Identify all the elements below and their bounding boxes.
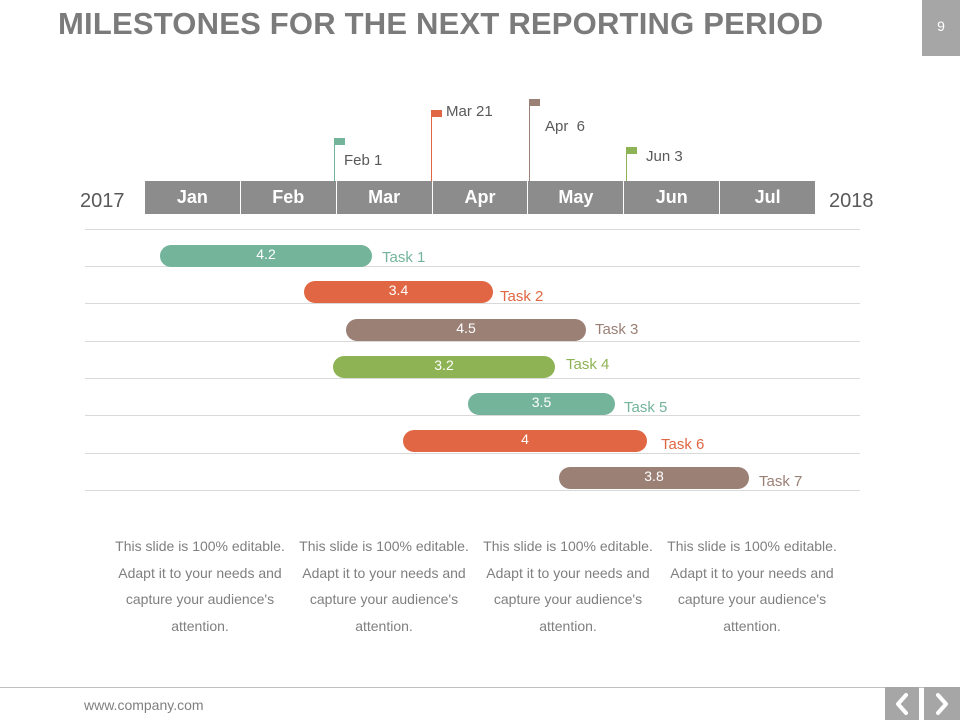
milestone-pole (431, 111, 432, 181)
milestone-label: Apr 6 (545, 118, 586, 135)
month-feb: Feb (239, 181, 336, 214)
milestone-pole (334, 140, 335, 181)
task-3-bar: 4.5 (346, 319, 586, 341)
month-mar: Mar (335, 181, 432, 214)
task-6-bar: 4 (403, 430, 647, 452)
row-divider (85, 303, 860, 304)
task-3-label: Task 3 (595, 321, 639, 338)
task-5-label: Task 5 (624, 399, 668, 416)
month-jan: Jan (176, 187, 208, 207)
milestone-pole (529, 100, 530, 181)
milestone-label: Mar 21 (446, 103, 493, 120)
task-2-label: Task 2 (500, 288, 544, 305)
footer-divider (0, 687, 960, 688)
task-7-label: Task 7 (759, 473, 803, 490)
flag-icon (529, 99, 540, 106)
page-number: 9 (922, 0, 960, 56)
slide-title: MILESTONES FOR THE NEXT REPORTING PERIOD (58, 6, 824, 41)
month-jul: Jul (719, 181, 815, 214)
row-divider (85, 378, 860, 379)
task-7-bar: 3.8 (559, 467, 749, 489)
month-may: May (527, 181, 623, 214)
description-1: This slide is 100% editable. Adapt it to… (115, 538, 285, 634)
description-2: This slide is 100% editable. Adapt it to… (299, 538, 469, 634)
footer-url[interactable]: www.company.com (84, 697, 204, 713)
task-1-label: Task 1 (382, 249, 426, 266)
month-timeline: Jan Feb Mar Apr May Jun Jul (145, 181, 815, 214)
milestone-pole (626, 149, 627, 181)
row-divider (85, 490, 860, 491)
milestone-label: Jun 3 (646, 148, 683, 165)
task-4-bar: 3.2 (333, 356, 555, 378)
task-5-bar: 3.5 (468, 393, 615, 415)
year-start: 2017 (80, 190, 125, 212)
row-divider (85, 415, 860, 416)
year-end: 2018 (829, 190, 874, 212)
description-3: This slide is 100% editable. Adapt it to… (483, 538, 653, 634)
chevron-right-icon (936, 692, 948, 715)
chevron-left-icon (896, 692, 908, 715)
task-6-label: Task 6 (661, 436, 705, 453)
row-divider (85, 453, 860, 454)
flag-icon (626, 147, 637, 154)
description-4: This slide is 100% editable. Adapt it to… (667, 538, 837, 634)
task-4-label: Task 4 (566, 356, 610, 373)
prev-slide-button[interactable] (885, 687, 919, 720)
milestone-label: Feb 1 (344, 152, 383, 169)
flag-icon (334, 138, 345, 145)
task-1-bar: 4.2 (160, 245, 372, 267)
row-divider (85, 229, 860, 230)
month-jun: Jun (623, 181, 719, 214)
month-apr: Apr (431, 181, 528, 214)
flag-icon (431, 110, 442, 117)
next-slide-button[interactable] (924, 687, 960, 720)
task-2-bar: 3.4 (304, 281, 493, 303)
row-divider (85, 266, 860, 267)
row-divider (85, 341, 860, 342)
